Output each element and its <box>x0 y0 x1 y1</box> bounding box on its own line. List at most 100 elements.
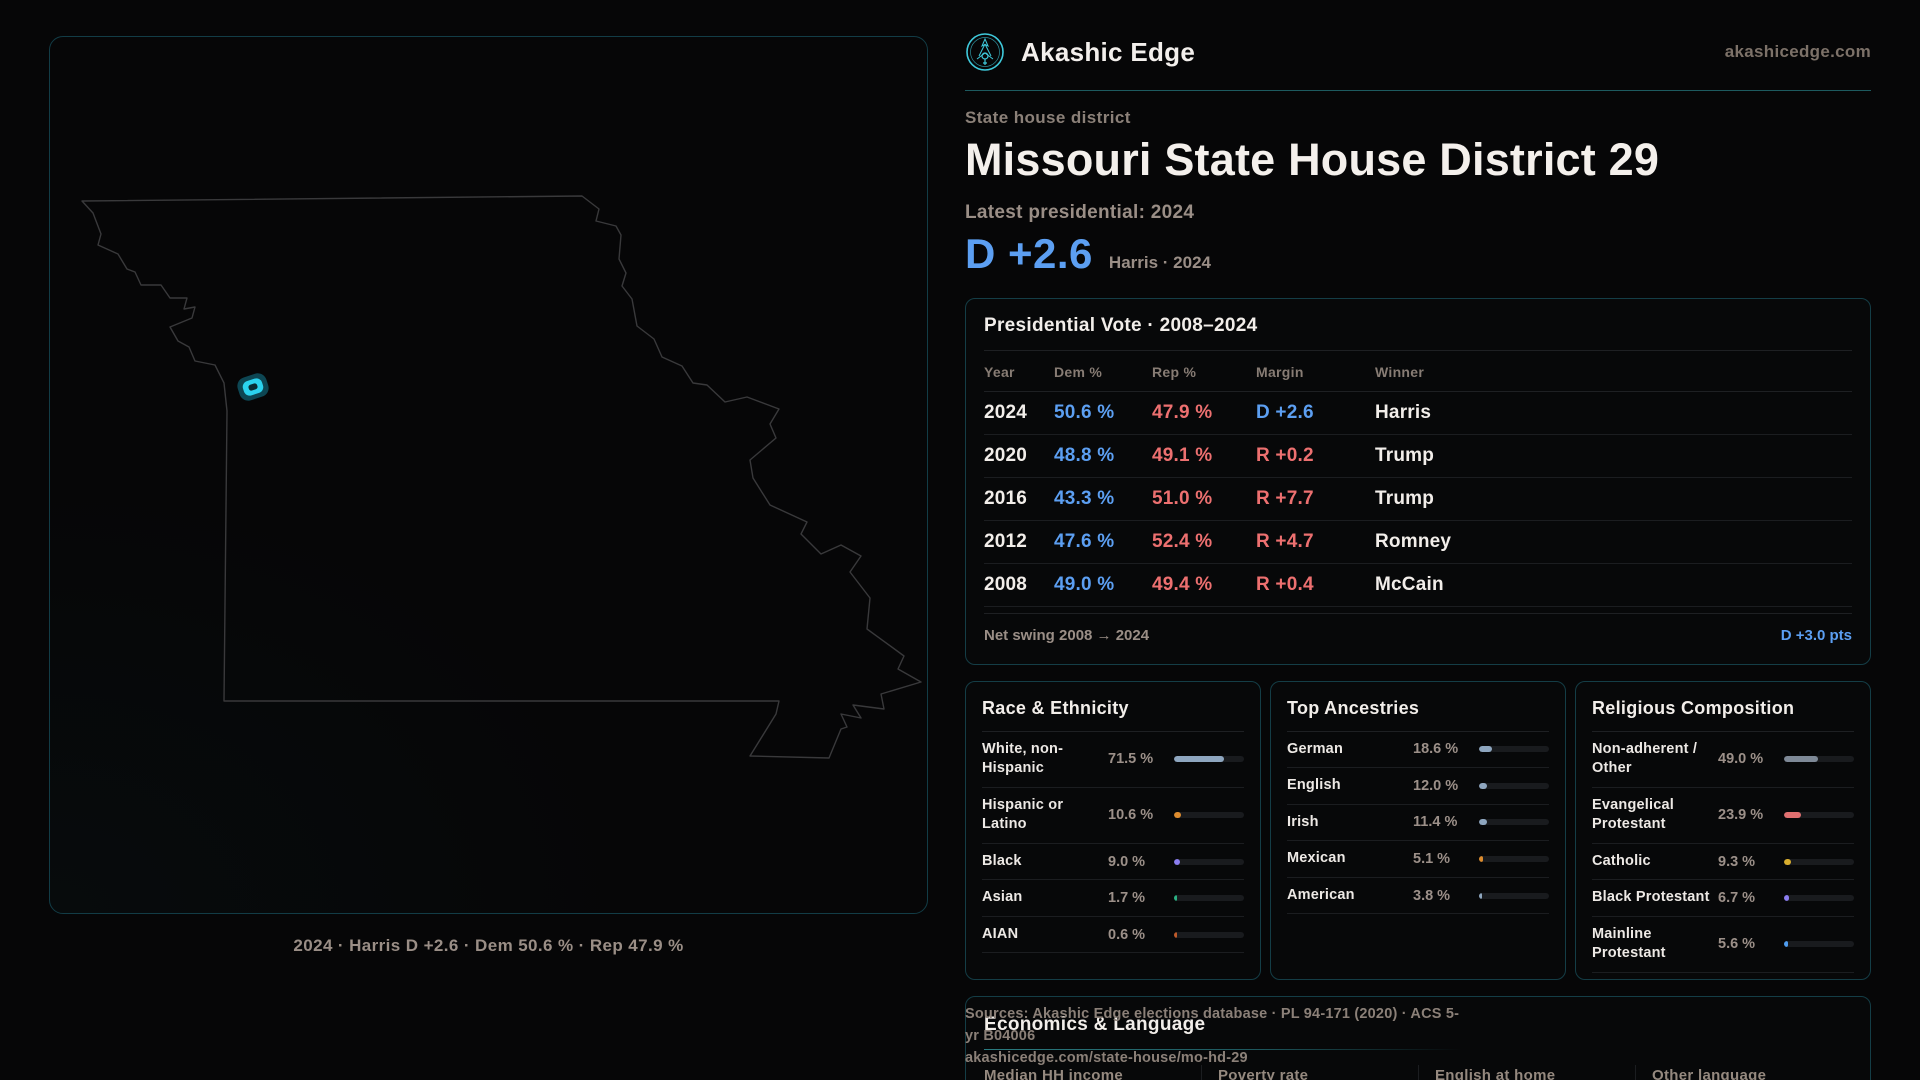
stat-row-catholic: Catholic 9.3 % <box>1592 844 1854 881</box>
stat-row-german: German 18.6 % <box>1287 732 1549 769</box>
vote-card-title: Presidential Vote · 2008–2024 <box>984 314 1258 336</box>
panel-race-ethnicity: Race & Ethnicity White, non-Hispanic 71.5 … <box>965 680 1261 980</box>
stat-value: 11.4 % <box>1413 814 1458 831</box>
stat-bar-fill <box>1174 895 1177 902</box>
stat-label: AIAN <box>982 925 1019 942</box>
stat-row-english: English 12.0 % <box>1287 768 1549 805</box>
cell-year: 2008 <box>984 573 1028 595</box>
vote-table-body: 2024 50.6 % 47.9 % D +2.6 Harris 2020 48.8 % 49… <box>984 392 1852 607</box>
stat-bar <box>1174 858 1244 865</box>
stat-bar-fill <box>1479 782 1488 789</box>
stat-bar <box>1784 858 1854 865</box>
stat-value: 18.6 % <box>1413 741 1459 758</box>
margin-caption: Harris · 2024 <box>1108 252 1211 272</box>
stat-value: 3.8 % <box>1413 887 1451 904</box>
map-caption: 2024 · Harris D +2.6 · Dem 50.6 % · Rep … <box>293 936 684 955</box>
stat-label: Catholic <box>1592 852 1651 869</box>
vote-table-row: 2008 49.0 % 49.4 % R +0.4 McCain <box>984 564 1852 607</box>
stat-bar-fill <box>1174 931 1177 938</box>
map-column: 2024 · Harris D +2.6 · Dem 50.6 % · Rep … <box>49 36 928 956</box>
stat-bar-fill <box>1784 941 1788 948</box>
cell-dem: 49.0 % <box>1054 573 1115 595</box>
stat-bar <box>1479 855 1549 862</box>
cell-winner: Harris <box>1375 401 1432 423</box>
stat-label: Evangelical Protestant <box>1592 796 1674 833</box>
stat-label: Black <box>982 852 1022 869</box>
brand-domain-link[interactable]: akashicedge.com <box>1724 42 1871 61</box>
cell-margin: R +7.7 <box>1256 487 1314 509</box>
cell-margin: R +0.4 <box>1256 573 1314 595</box>
stat-value: 71.5 % <box>1108 751 1154 768</box>
econ-stat-label: Poverty rate <box>1218 1067 1309 1080</box>
econ-stat-label: English at home <box>1435 1067 1556 1080</box>
econ-stat-label: Median HH income <box>984 1067 1123 1080</box>
econ-stat-poverty-rate: Poverty rate11.7 % <box>1201 1065 1418 1080</box>
cell-margin: R +4.7 <box>1256 530 1314 552</box>
stat-label: Black Protestant <box>1592 889 1710 906</box>
panel-rows: German 18.6 % English 12.0 % Irish 11.4 % Mexi… <box>1287 732 1549 915</box>
stat-value: 23.9 % <box>1718 807 1764 824</box>
stat-row-evangelical-protestant: Evangelical Protestant 23.9 % <box>1592 788 1854 844</box>
divider <box>1592 730 1854 732</box>
stat-bar <box>1479 746 1549 753</box>
stat-value: 5.1 % <box>1413 850 1451 867</box>
detail-column: Akashic Edge akashicedge.com State house… <box>965 30 1871 1080</box>
cell-year: 2020 <box>984 444 1028 466</box>
cell-winner: Trump <box>1375 444 1435 466</box>
cell-rep: 49.1 % <box>1152 444 1213 466</box>
cell-rep: 47.9 % <box>1152 401 1213 423</box>
stat-bar <box>1784 756 1854 763</box>
district-29-marker[interactable] <box>235 371 271 403</box>
vote-table-row: 2024 50.6 % 47.9 % D +2.6 Harris <box>984 392 1852 435</box>
col-rep: Rep % <box>1152 363 1197 380</box>
stat-label: Irish <box>1287 813 1319 830</box>
stat-value: 6.7 % <box>1718 890 1756 907</box>
col-margin: Margin <box>1256 363 1304 380</box>
cell-winner: Romney <box>1375 530 1452 552</box>
stat-bar-fill <box>1479 892 1482 899</box>
missouri-outline-map <box>81 195 922 759</box>
col-winner: Winner <box>1375 363 1425 380</box>
cell-winner: McCain <box>1375 573 1444 595</box>
panel-top-ancestries: Top Ancestries German 18.6 % English 12.0 % I… <box>1270 680 1566 980</box>
panel-title: Top Ancestries <box>1287 697 1420 718</box>
economics-title: Economics & Language <box>984 1014 1206 1035</box>
stat-value: 12.0 % <box>1413 777 1459 794</box>
stat-label: Hispanic or Latino <box>982 796 1064 833</box>
panel-rows: White, non-Hispanic 71.5 % Hispanic or Lat… <box>982 732 1244 954</box>
econ-stat-label: Other language <box>1652 1067 1767 1080</box>
akashic-edge-logo-icon <box>966 33 1004 71</box>
cell-dem: 43.3 % <box>1054 487 1115 509</box>
panel-title: Race & Ethnicity <box>982 697 1129 718</box>
stat-value: 49.0 % <box>1718 751 1764 768</box>
econ-stat-median-hh-income: Median HH income$63,042 <box>984 1065 1201 1080</box>
stat-bar <box>1174 756 1244 763</box>
stat-bar-fill <box>1479 746 1493 753</box>
stat-bar-fill <box>1174 858 1181 865</box>
divider <box>982 730 1244 732</box>
panel-rows: Non-adherent / Other 49.0 % Evangelical Pr… <box>1592 732 1854 973</box>
district-map[interactable] <box>49 36 928 914</box>
stat-label: Non-adherent / Other <box>1592 740 1698 777</box>
cell-year: 2024 <box>984 401 1028 423</box>
cell-winner: Trump <box>1375 487 1435 509</box>
panel-title: Religious Composition <box>1592 697 1795 718</box>
stat-bar <box>1479 892 1549 899</box>
cell-rep: 51.0 % <box>1152 487 1213 509</box>
brand-name: Akashic Edge <box>1021 36 1196 67</box>
cell-year: 2016 <box>984 487 1028 509</box>
stat-bar <box>1784 812 1854 819</box>
cell-rep: 49.4 % <box>1152 573 1213 595</box>
divider <box>1287 730 1549 732</box>
presidential-vote-card: Presidential Vote · 2008–2024 Year Dem %… <box>965 297 1871 665</box>
stat-value: 9.0 % <box>1108 853 1146 870</box>
col-year: Year <box>984 363 1015 380</box>
stat-bar <box>1784 895 1854 902</box>
divider <box>984 1049 1852 1050</box>
stat-bar-fill <box>1784 812 1801 819</box>
stat-row-mexican: Mexican 5.1 % <box>1287 841 1549 878</box>
stat-bar <box>1174 895 1244 902</box>
latest-presidential-label: Latest presidential: 2024 <box>965 201 1195 223</box>
stat-bar-fill <box>1479 819 1487 826</box>
